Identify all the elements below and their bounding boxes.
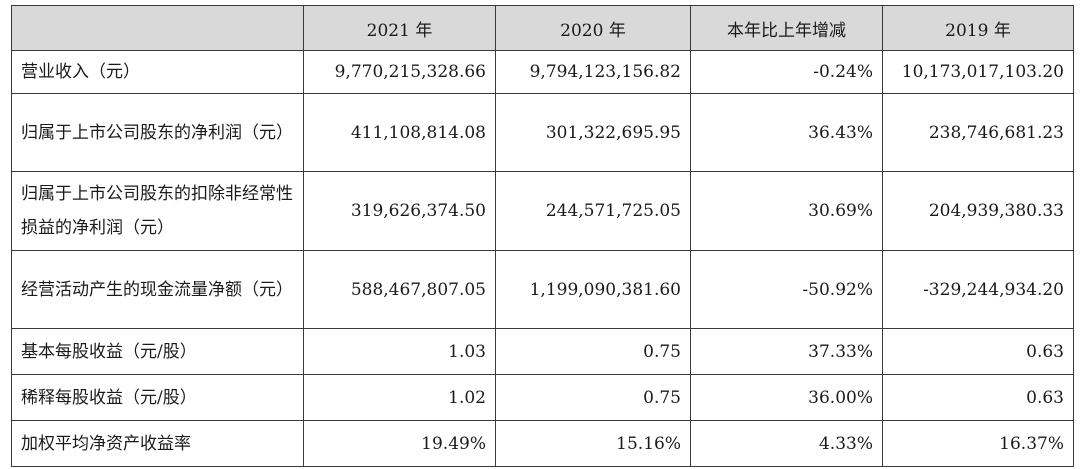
row-label: 加权平均净资产收益率 [11,420,304,467]
cell-2020: 0.75 [495,374,691,421]
cell-2020: 244,571,725.05 [495,171,691,251]
table-row: 经营活动产生的现金流量净额（元） 588,467,807.05 1,199,09… [11,250,1074,329]
row-label: 稀释每股收益（元/股） [11,374,304,421]
cell-2019: 10,173,017,103.20 [882,50,1074,94]
cell-2019: 238,746,681.23 [882,93,1074,172]
financial-summary-table: 2021 年 2020 年 本年比上年增减 2019 年 营业收入（元） 9,7… [11,5,1074,467]
row-label: 归属于上市公司股东的扣除非经常性损益的净利润（元） [11,171,304,251]
cell-2020: 9,794,123,156.82 [495,50,691,94]
cell-2019: 0.63 [882,374,1074,421]
header-2019: 2019 年 [882,5,1074,51]
header-row: 2021 年 2020 年 本年比上年增减 2019 年 [11,5,1074,51]
table-row: 营业收入（元） 9,770,215,328.66 9,794,123,156.8… [11,50,1074,94]
cell-change: -50.92% [690,250,883,329]
cell-change: -0.24% [690,50,883,94]
cell-change: 37.33% [690,328,883,375]
cell-2020: 301,322,695.95 [495,93,691,172]
cell-2019: -329,244,934.20 [882,250,1074,329]
cell-2021: 19.49% [303,420,496,467]
header-blank [11,5,304,51]
cell-2019: 204,939,380.33 [882,171,1074,251]
cell-2021: 588,467,807.05 [303,250,496,329]
cell-2021: 319,626,374.50 [303,171,496,251]
row-label: 基本每股收益（元/股） [11,328,304,375]
cell-2019: 16.37% [882,420,1074,467]
row-label: 经营活动产生的现金流量净额（元） [11,250,304,329]
cell-2020: 15.16% [495,420,691,467]
row-label: 归属于上市公司股东的净利润（元） [11,93,304,172]
cell-2021: 9,770,215,328.66 [303,50,496,94]
cell-2021: 411,108,814.08 [303,93,496,172]
cell-2021: 1.02 [303,374,496,421]
table-row: 稀释每股收益（元/股） 1.02 0.75 36.00% 0.63 [11,374,1074,421]
cell-change: 4.33% [690,420,883,467]
row-label: 营业收入（元） [11,50,304,94]
table-row: 基本每股收益（元/股） 1.03 0.75 37.33% 0.63 [11,328,1074,375]
cell-change: 36.43% [690,93,883,172]
header-2021: 2021 年 [303,5,496,51]
cell-change: 36.00% [690,374,883,421]
table-row: 归属于上市公司股东的扣除非经常性损益的净利润（元） 319,626,374.50… [11,171,1074,251]
header-2020: 2020 年 [495,5,691,51]
table-row: 归属于上市公司股东的净利润（元） 411,108,814.08 301,322,… [11,93,1074,172]
table-row: 加权平均净资产收益率 19.49% 15.16% 4.33% 16.37% [11,420,1074,467]
cell-2021: 1.03 [303,328,496,375]
cell-change: 30.69% [690,171,883,251]
cell-2019: 0.63 [882,328,1074,375]
cell-2020: 0.75 [495,328,691,375]
header-change: 本年比上年增减 [690,5,883,51]
cell-2020: 1,199,090,381.60 [495,250,691,329]
